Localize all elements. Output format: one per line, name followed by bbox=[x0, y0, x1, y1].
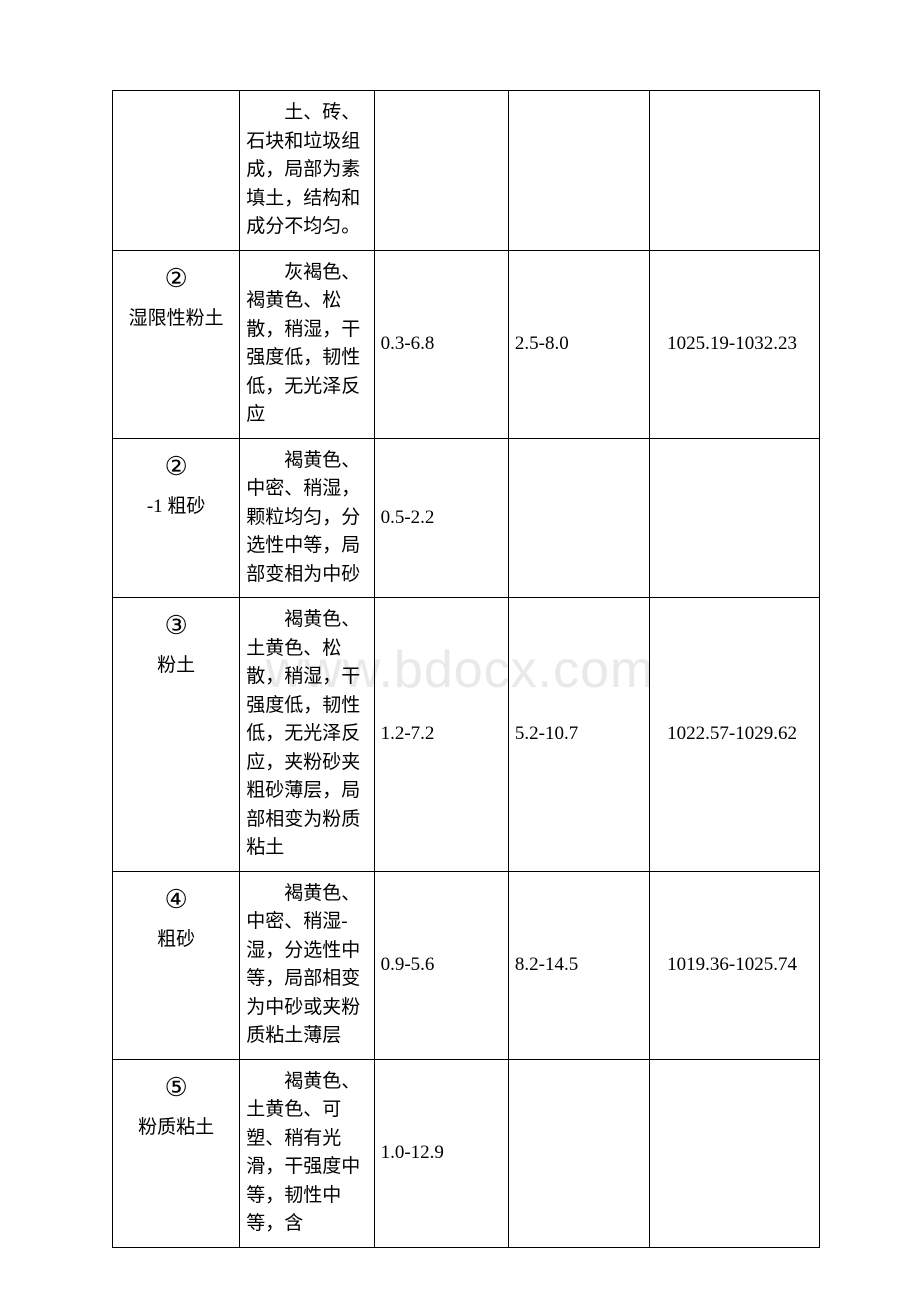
value-cell bbox=[650, 91, 820, 251]
layer-symbol-icon: ③ bbox=[157, 612, 195, 638]
value-cell: 1022.57-1029.62 bbox=[650, 598, 820, 872]
value-cell: 0.3-6.8 bbox=[374, 250, 508, 438]
value-cell: 2.5-8.0 bbox=[508, 250, 649, 438]
value-cell: 0.5-2.2 bbox=[374, 438, 508, 598]
desc-text: 褐黄色、土黄色、可塑、稍有光滑，干强度中等，韧性中等，含 bbox=[246, 1068, 367, 1239]
value-cell bbox=[650, 438, 820, 598]
layer-name-cell bbox=[113, 91, 240, 251]
table-row: ⑤ 粉质粘土 褐黄色、土黄色、可塑、稍有光滑，干强度中等，韧性中等，含 1.0-… bbox=[113, 1059, 820, 1247]
layer-label: 粗砂 bbox=[157, 926, 195, 955]
desc-text: 褐黄色、中密、稍湿-湿，分选性中等，局部相变为中砂或夹粉质粘土薄层 bbox=[246, 880, 367, 1051]
value-cell bbox=[508, 91, 649, 251]
layer-name-cell: ② 湿限性粉土 bbox=[113, 250, 240, 438]
value-cell: 8.2-14.5 bbox=[508, 871, 649, 1059]
layer-label: 粉土 bbox=[157, 652, 195, 681]
value-cell: 1025.19-1032.23 bbox=[650, 250, 820, 438]
table-row: ② 湿限性粉土 灰褐色、褐黄色、松散，稍湿，干强度低，韧性低，无光泽反应 0.3… bbox=[113, 250, 820, 438]
table-row: 土、砖、石块和垃圾组成，局部为素填土，结构和成分不均匀。 bbox=[113, 91, 820, 251]
description-cell: 褐黄色、土黄色、可塑、稍有光滑，干强度中等，韧性中等，含 bbox=[240, 1059, 374, 1247]
table-row: ② -1 粗砂 褐黄色、中密、稍湿，颗粒均匀，分选性中等，局部变相为中砂 0.5… bbox=[113, 438, 820, 598]
value-cell: 1.2-7.2 bbox=[374, 598, 508, 872]
value-cell bbox=[374, 91, 508, 251]
desc-text: 褐黄色、中密、稍湿，颗粒均匀，分选性中等，局部变相为中砂 bbox=[246, 447, 367, 590]
value-cell bbox=[508, 438, 649, 598]
description-cell: 灰褐色、褐黄色、松散，稍湿，干强度低，韧性低，无光泽反应 bbox=[240, 250, 374, 438]
value-cell: 1.0-12.9 bbox=[374, 1059, 508, 1247]
layer-symbol-icon: ⑤ bbox=[138, 1074, 214, 1100]
layer-name-cell: ④ 粗砂 bbox=[113, 871, 240, 1059]
layer-label: -1 粗砂 bbox=[147, 493, 206, 522]
desc-text: 灰褐色、褐黄色、松散，稍湿，干强度低，韧性低，无光泽反应 bbox=[246, 259, 367, 430]
desc-text: 土、砖、石块和垃圾组成，局部为素填土，结构和成分不均匀。 bbox=[246, 99, 367, 242]
value-cell bbox=[508, 1059, 649, 1247]
layer-symbol-icon: ④ bbox=[157, 886, 195, 912]
description-cell: 土、砖、石块和垃圾组成，局部为素填土，结构和成分不均匀。 bbox=[240, 91, 374, 251]
layer-label: 粉质粘土 bbox=[138, 1114, 214, 1143]
layer-symbol-icon: ② bbox=[147, 453, 206, 479]
value-cell: 0.9-5.6 bbox=[374, 871, 508, 1059]
table-row: ③ 粉土 褐黄色、土黄色、松散，稍湿，干强度低，韧性低，无光泽反应，夹粉砂夹粗砂… bbox=[113, 598, 820, 872]
desc-text: 褐黄色、土黄色、松散，稍湿，干强度低，韧性低，无光泽反应，夹粉砂夹粗砂薄层，局部… bbox=[246, 606, 367, 863]
layer-name-cell: ② -1 粗砂 bbox=[113, 438, 240, 598]
layer-name-cell: ③ 粉土 bbox=[113, 598, 240, 872]
value-cell: 5.2-10.7 bbox=[508, 598, 649, 872]
table-row: ④ 粗砂 褐黄色、中密、稍湿-湿，分选性中等，局部相变为中砂或夹粉质粘土薄层 0… bbox=[113, 871, 820, 1059]
description-cell: 褐黄色、中密、稍湿-湿，分选性中等，局部相变为中砂或夹粉质粘土薄层 bbox=[240, 871, 374, 1059]
value-cell bbox=[650, 1059, 820, 1247]
description-cell: 褐黄色、土黄色、松散，稍湿，干强度低，韧性低，无光泽反应，夹粉砂夹粗砂薄层，局部… bbox=[240, 598, 374, 872]
layer-label: 湿限性粉土 bbox=[129, 305, 224, 334]
layer-name-cell: ⑤ 粉质粘土 bbox=[113, 1059, 240, 1247]
soil-layers-table: 土、砖、石块和垃圾组成，局部为素填土，结构和成分不均匀。 ② 湿限性粉土 灰褐色… bbox=[112, 90, 820, 1248]
layer-symbol-icon: ② bbox=[129, 265, 224, 291]
document-page: 土、砖、石块和垃圾组成，局部为素填土，结构和成分不均匀。 ② 湿限性粉土 灰褐色… bbox=[0, 0, 920, 1308]
description-cell: 褐黄色、中密、稍湿，颗粒均匀，分选性中等，局部变相为中砂 bbox=[240, 438, 374, 598]
value-cell: 1019.36-1025.74 bbox=[650, 871, 820, 1059]
